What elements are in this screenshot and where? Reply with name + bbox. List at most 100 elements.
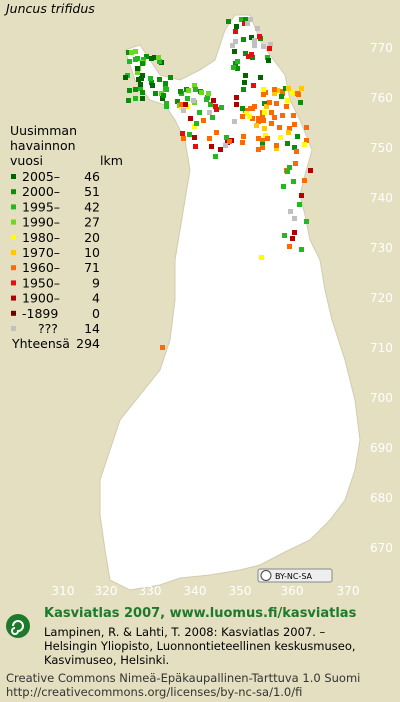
square [164, 87, 169, 92]
square [226, 19, 231, 24]
license-line: http://creativecommons.org/licenses/by-n… [6, 685, 302, 699]
square [232, 119, 237, 124]
legend-label: -1899 [22, 306, 58, 321]
square [250, 55, 255, 60]
license-badge: BY-NC-SA [257, 568, 333, 583]
square [219, 105, 224, 110]
square [280, 113, 285, 118]
square [292, 145, 297, 150]
square [144, 54, 149, 59]
square [295, 134, 300, 139]
license-line: Creative Commons Nimeä-Epäkaupallinen-Ta… [6, 671, 360, 685]
square [209, 144, 214, 149]
x-grid-label: 330 [139, 584, 162, 598]
square [156, 55, 161, 60]
square [262, 101, 267, 106]
square [214, 107, 219, 112]
square [260, 113, 265, 118]
legend-label: 1980– [22, 230, 60, 245]
square [139, 76, 144, 81]
square [261, 44, 266, 49]
square [266, 58, 271, 63]
y-grid-label: 770 [370, 41, 393, 55]
y-grid-label: 690 [370, 441, 393, 455]
square [150, 83, 155, 88]
square [234, 102, 239, 107]
square [299, 193, 304, 198]
legend-heading: Uusimman [10, 123, 77, 138]
square [258, 75, 263, 80]
square [175, 99, 180, 104]
square [232, 49, 237, 54]
legend-column: vuosi [10, 153, 43, 168]
square [304, 219, 309, 224]
square [163, 81, 168, 86]
legend-label: ??? [38, 321, 58, 336]
square [304, 138, 309, 143]
legend-count: 10 [84, 245, 100, 260]
y-grid-label: 680 [370, 491, 393, 505]
square [218, 147, 223, 152]
legend-swatch [11, 189, 16, 195]
legend-label: 2000– [22, 184, 60, 199]
legend-count: 51 [84, 184, 100, 199]
square [286, 86, 291, 91]
square [295, 91, 300, 96]
square [262, 110, 267, 115]
square [243, 73, 248, 78]
square [204, 97, 209, 102]
square [199, 90, 204, 95]
square [249, 52, 254, 57]
square [179, 102, 184, 107]
y-grid-label: 670 [370, 541, 393, 555]
square [135, 56, 140, 61]
legend-swatch [11, 204, 16, 210]
cc-icon [260, 570, 272, 581]
square [262, 126, 267, 131]
square [207, 136, 212, 141]
square [224, 135, 229, 140]
square [299, 86, 304, 91]
citation-line: Lampinen, R. & Lahti, T. 2008: Kasviatla… [44, 625, 326, 639]
square [247, 114, 252, 119]
square [265, 55, 270, 60]
square [231, 65, 236, 70]
legend-label: 1900– [22, 291, 60, 306]
square [141, 57, 146, 62]
square [193, 144, 198, 149]
square [241, 37, 246, 42]
square [272, 87, 277, 92]
square [242, 80, 247, 85]
logo-swirl [11, 620, 24, 635]
square [127, 59, 132, 64]
square [135, 66, 140, 71]
square [211, 98, 216, 103]
square [254, 123, 259, 128]
x-grid-label: 370 [337, 584, 360, 598]
x-grid-label: 350 [229, 584, 252, 598]
square [235, 59, 240, 64]
square [188, 116, 193, 121]
square [194, 121, 199, 126]
square [161, 93, 166, 98]
square [287, 126, 292, 131]
legend-total: 294 [76, 336, 100, 351]
grid-labels: 310 320 330 340 350 360 370 770 760 750 740 730 720 7… [52, 41, 393, 598]
y-grid-label: 720 [370, 291, 393, 305]
square [245, 21, 250, 26]
square [290, 236, 295, 241]
square [213, 104, 218, 109]
square [192, 83, 197, 88]
square [178, 89, 183, 94]
square [183, 102, 188, 107]
square [127, 88, 132, 93]
square [197, 110, 202, 115]
square [136, 77, 141, 82]
square [283, 86, 288, 91]
square [287, 244, 292, 249]
citation-line: Kasvimuseo, Helsinki. [44, 653, 169, 667]
square [207, 110, 212, 115]
legend-total-label: Yhteensä [11, 336, 70, 351]
